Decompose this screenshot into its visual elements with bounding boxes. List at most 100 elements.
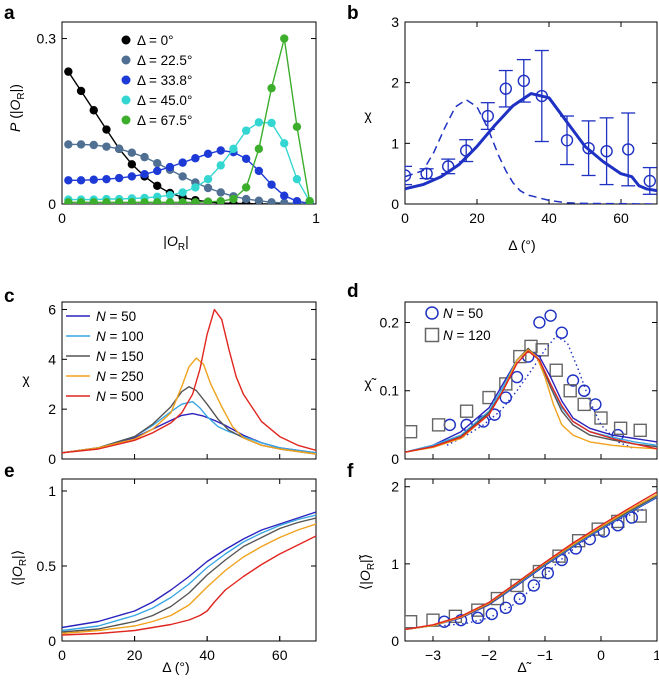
series-data-point [442,160,455,173]
series-45-0-point [241,126,251,135]
panel-a-frame [61,21,317,205]
series-n-50-point [566,374,580,387]
panel-b-xlabel: Δ (°) [508,237,535,253]
series-n-50-markers-point [513,592,526,605]
legend-value: = 100 [106,329,144,344]
legend-symbol: Δ [137,33,146,48]
x-tick-label: 1 [653,647,659,663]
legend-value: = 33.8° [145,73,192,88]
panel-f-xlabel: Δ̃ [517,659,531,675]
legend-label: Δ = 45.0° [137,93,192,108]
legend-marker [121,95,131,105]
panel-e-frame [61,478,317,642]
series-45-0-line [68,121,311,202]
series-45-0-point [280,139,289,148]
y-tick-label: 0.3 [37,31,57,47]
series-n-50-point [578,384,591,397]
series-n-50-point [443,418,456,432]
x-tick-label: 0 [58,210,66,226]
legend-symbol: N [443,306,453,321]
y-tick-label: 2 [391,479,399,495]
y-tick-label: 1 [391,135,399,151]
series-33-8-point [280,191,289,200]
legend-marker [121,75,131,85]
panel-label-c: c [4,286,15,307]
legend-symbol: N [96,349,106,364]
series-n-500-line [62,535,316,636]
series-n-120-point [549,363,563,377]
series-67-5-point [292,122,302,131]
series-33-8-point [254,166,264,176]
series-67-5-point [76,198,86,204]
series-n-50-point [555,326,568,339]
series-0-point [76,86,86,96]
series-n-50-markers-point [485,607,498,621]
series-n-50-markers-point [454,613,468,627]
series-data-point [600,145,613,158]
series-22-5-point [203,183,213,193]
series-67-5-point [140,198,149,204]
series-n-120-markers-point [591,522,605,536]
panel-f-chart: −3 −2 −1 0 1 0 1 2 [391,478,659,663]
x-tick-label: 0 [401,210,409,226]
panel-b-plot-area [405,49,657,204]
series-22-5-point [178,172,187,181]
legend-label: N = 50 [443,306,483,321]
legend-label: N = 150 [96,349,144,364]
series-33-8-point [165,162,175,172]
series-33-8-point [64,176,73,185]
series-45-0-point [165,190,175,200]
y-tick-label: 0.1 [380,383,400,399]
y-tick-label: 4 [48,351,56,367]
series-n-50-markers-point [527,579,540,592]
series-n-100-line [62,514,316,632]
legend-label: Δ = 33.8° [137,73,192,88]
series-data-point [460,144,473,157]
series-22-5-point [267,198,276,204]
y-tick-label: 3 [391,14,399,30]
panel-a-xlabel: |OR| [163,233,188,253]
series-0-point [153,181,162,190]
series-22-5-point [76,140,86,149]
series-dashed-line [405,98,657,204]
legend-value: = 50 [106,309,136,324]
series-n-120-point [613,421,628,435]
series-n-120-point [535,343,549,357]
y-tick-label: 0.2 [380,314,400,330]
series-n-120-point [513,349,527,364]
series-33-8-point [114,173,124,183]
panel-b-chart: 0 20 40 60 0 1 2 3 [391,14,658,226]
series-45-0-point [178,188,187,197]
y-tick-label: 0 [391,633,399,649]
legend-symbol: Δ [137,93,146,108]
series-data-point [535,89,548,103]
legend-value: = 45.0° [145,93,192,108]
legend-label: Δ = 22.5° [137,53,192,68]
panel-label-b: b [347,3,359,24]
series-n-120-point [459,404,474,418]
x-tick-label: −1 [537,647,553,663]
y-tick-label: 1 [391,556,399,572]
series-n-120-point [431,418,446,432]
series-33-8-point [89,175,98,184]
series-dotted-line [446,335,635,450]
series-67-5-point [229,194,238,204]
series-n-250-line [62,357,316,455]
series-data-point [582,141,595,155]
legend-symbol: N [96,389,106,404]
series-45-0-point [254,118,264,127]
panel-e-plot-area [62,511,316,636]
y-tick-label: 6 [48,301,56,317]
series-67-5-point [267,83,276,93]
series-45-0-point [216,161,225,170]
series-33-8-point [153,166,162,176]
series-data-point [481,109,494,123]
series-n-120-markers-point [633,509,647,523]
series-67-5-point [127,198,137,204]
legend-value: = 50 [453,306,483,321]
series-67-5-point [178,198,187,204]
panel-d-plot-area [405,309,657,453]
panel-a-ylabel: P (|OR|) [7,84,27,132]
